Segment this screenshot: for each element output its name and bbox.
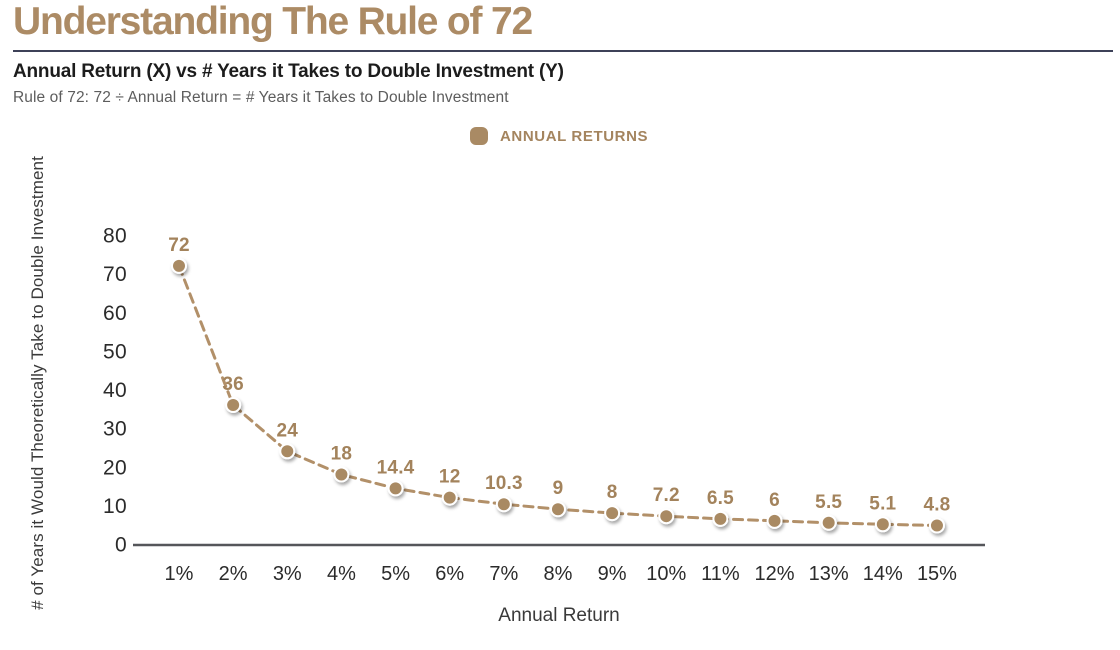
svg-text:1%: 1% (165, 563, 194, 585)
svg-text:14%: 14% (863, 563, 903, 585)
legend-marker-swatch (470, 127, 488, 145)
svg-text:6%: 6% (435, 563, 464, 585)
svg-text:5%: 5% (381, 563, 410, 585)
legend: ANNUAL RETURNS (470, 127, 648, 145)
svg-text:9: 9 (553, 478, 564, 499)
svg-text:12: 12 (439, 467, 461, 488)
page-title: Understanding The Rule of 72 (13, 0, 533, 43)
svg-text:60: 60 (103, 302, 127, 325)
svg-text:72: 72 (168, 235, 190, 256)
svg-text:13%: 13% (809, 563, 849, 585)
svg-text:3%: 3% (273, 563, 302, 585)
svg-text:36: 36 (222, 374, 244, 395)
svg-text:6: 6 (769, 490, 780, 511)
legend-label: ANNUAL RETURNS (500, 127, 649, 145)
svg-text:30: 30 (103, 418, 127, 441)
header-divider (13, 49, 1113, 52)
svg-text:12%: 12% (755, 563, 795, 585)
svg-text:6.5: 6.5 (707, 488, 734, 509)
svg-text:5.1: 5.1 (869, 493, 896, 514)
svg-text:70: 70 (103, 263, 127, 286)
svg-text:8: 8 (607, 482, 618, 503)
svg-text:20: 20 (103, 456, 127, 479)
chart-formula: Rule of 72: 72 ÷ Annual Return = # Years… (13, 88, 509, 106)
svg-text:18: 18 (331, 443, 353, 464)
svg-text:9%: 9% (598, 563, 627, 585)
svg-text:8%: 8% (544, 563, 573, 585)
svg-text:40: 40 (103, 379, 127, 402)
svg-text:14.4: 14.4 (377, 457, 415, 478)
svg-text:4%: 4% (327, 563, 356, 585)
svg-text:2%: 2% (219, 563, 248, 585)
svg-text:24: 24 (277, 420, 299, 441)
svg-text:10.3: 10.3 (485, 473, 523, 494)
svg-text:15%: 15% (917, 563, 957, 585)
svg-text:7%: 7% (489, 563, 518, 585)
svg-text:80: 80 (103, 225, 127, 248)
chart-subtitle: Annual Return (X) vs # Years it Takes to… (13, 60, 564, 82)
svg-text:4.8: 4.8 (923, 494, 950, 515)
svg-text:5.5: 5.5 (815, 492, 842, 513)
svg-text:0: 0 (115, 534, 127, 557)
svg-text:7.2: 7.2 (653, 485, 680, 506)
svg-text:10%: 10% (646, 563, 686, 585)
header: Understanding The Rule of 72 Annual Retu… (13, 0, 1113, 107)
x-axis-title: Annual Return (498, 605, 620, 626)
y-axis-title: # of Years it Would Theoretically Take t… (28, 156, 47, 610)
svg-text:11%: 11% (701, 563, 740, 585)
svg-text:50: 50 (103, 340, 127, 363)
svg-text:10: 10 (103, 495, 127, 518)
